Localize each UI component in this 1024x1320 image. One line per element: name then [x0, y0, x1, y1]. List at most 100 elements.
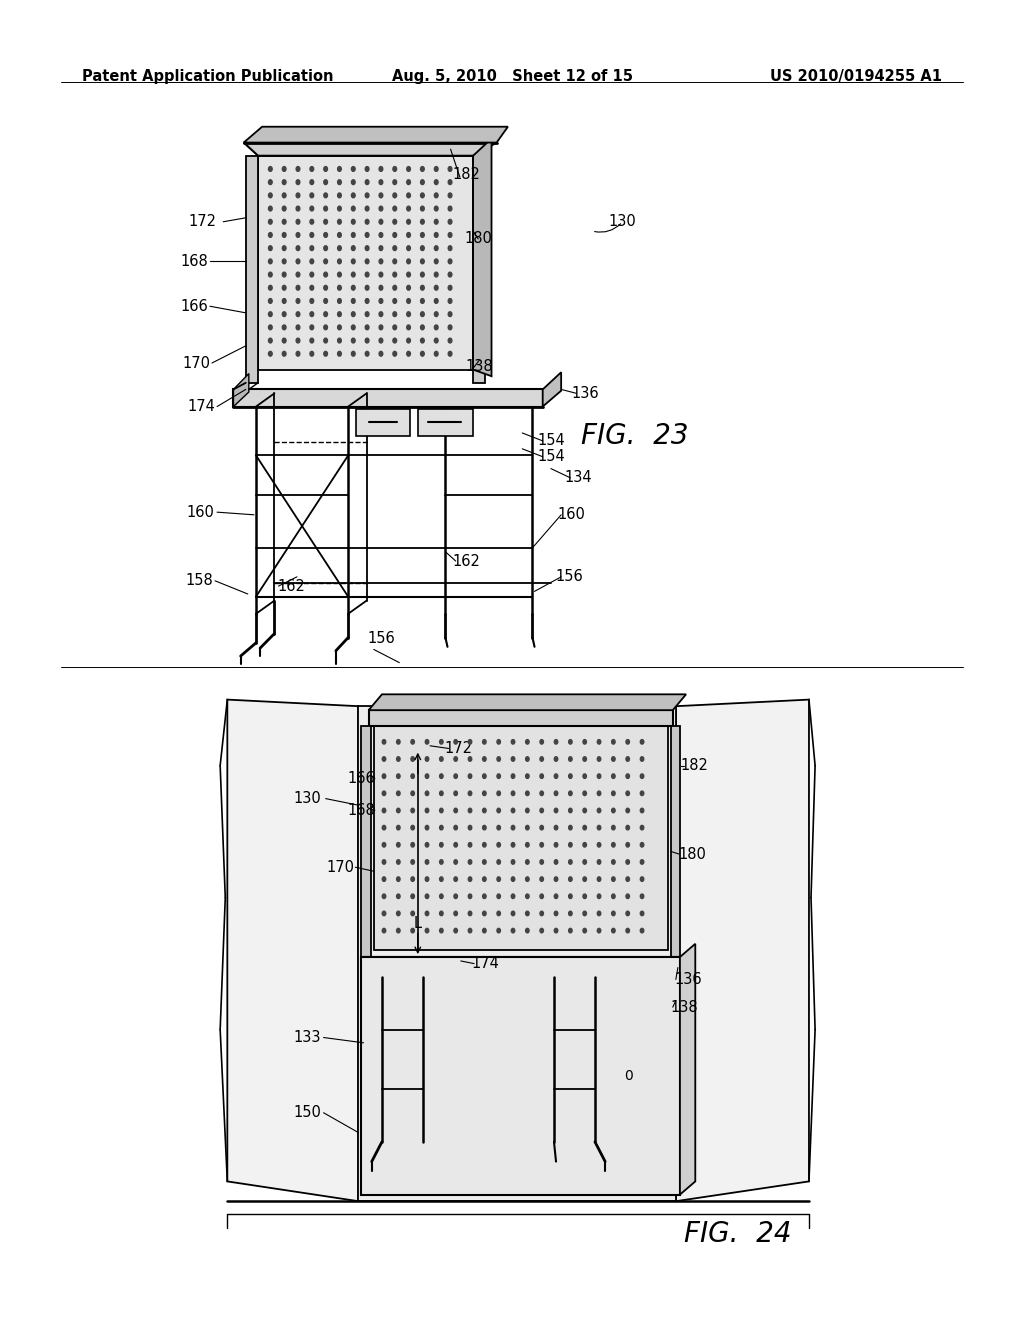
- Polygon shape: [356, 409, 410, 436]
- Polygon shape: [473, 156, 485, 383]
- Circle shape: [379, 351, 383, 356]
- Circle shape: [421, 206, 424, 211]
- Circle shape: [407, 325, 411, 330]
- Text: 160: 160: [557, 507, 586, 523]
- Circle shape: [611, 739, 615, 744]
- Circle shape: [421, 312, 424, 317]
- Circle shape: [268, 272, 272, 277]
- Circle shape: [421, 219, 424, 224]
- Circle shape: [382, 739, 386, 744]
- Circle shape: [511, 756, 515, 762]
- Circle shape: [366, 285, 369, 290]
- Circle shape: [379, 259, 383, 264]
- Circle shape: [351, 285, 355, 290]
- Circle shape: [379, 325, 383, 330]
- Circle shape: [411, 774, 415, 779]
- Circle shape: [497, 808, 501, 813]
- Circle shape: [338, 219, 341, 224]
- Text: 166: 166: [180, 298, 209, 314]
- Circle shape: [382, 859, 386, 865]
- Circle shape: [434, 246, 438, 251]
- Polygon shape: [246, 156, 258, 383]
- Circle shape: [283, 232, 286, 238]
- Polygon shape: [358, 706, 676, 1201]
- Circle shape: [511, 825, 515, 830]
- Text: 168: 168: [347, 803, 376, 818]
- Circle shape: [411, 928, 415, 933]
- Circle shape: [283, 259, 286, 264]
- Circle shape: [640, 808, 644, 813]
- Circle shape: [268, 193, 272, 198]
- Circle shape: [626, 928, 630, 933]
- Circle shape: [449, 298, 452, 304]
- Circle shape: [439, 842, 443, 847]
- Circle shape: [425, 808, 429, 813]
- Circle shape: [310, 272, 313, 277]
- Circle shape: [296, 325, 300, 330]
- Text: US 2010/0194255 A1: US 2010/0194255 A1: [770, 69, 942, 83]
- Text: 136: 136: [572, 385, 599, 401]
- Circle shape: [379, 285, 383, 290]
- Circle shape: [439, 928, 443, 933]
- Circle shape: [411, 791, 415, 796]
- Circle shape: [482, 859, 486, 865]
- Circle shape: [626, 842, 630, 847]
- Circle shape: [439, 774, 443, 779]
- Circle shape: [324, 285, 328, 290]
- Circle shape: [454, 928, 458, 933]
- Circle shape: [439, 859, 443, 865]
- Circle shape: [568, 825, 572, 830]
- Circle shape: [382, 911, 386, 916]
- Circle shape: [421, 259, 424, 264]
- Circle shape: [351, 312, 355, 317]
- Circle shape: [439, 739, 443, 744]
- Circle shape: [382, 928, 386, 933]
- Text: 172: 172: [444, 741, 473, 756]
- Circle shape: [296, 298, 300, 304]
- Circle shape: [540, 859, 544, 865]
- Circle shape: [382, 894, 386, 899]
- Circle shape: [468, 894, 472, 899]
- Circle shape: [583, 894, 587, 899]
- Circle shape: [468, 859, 472, 865]
- Circle shape: [597, 859, 601, 865]
- Circle shape: [525, 791, 529, 796]
- Circle shape: [568, 756, 572, 762]
- Circle shape: [449, 206, 452, 211]
- Circle shape: [497, 791, 501, 796]
- Circle shape: [597, 739, 601, 744]
- Circle shape: [425, 825, 429, 830]
- Circle shape: [525, 928, 529, 933]
- Circle shape: [366, 272, 369, 277]
- Circle shape: [511, 911, 515, 916]
- Circle shape: [283, 285, 286, 290]
- Circle shape: [411, 756, 415, 762]
- Circle shape: [597, 808, 601, 813]
- Circle shape: [324, 206, 328, 211]
- Circle shape: [640, 928, 644, 933]
- Circle shape: [568, 876, 572, 882]
- Circle shape: [468, 739, 472, 744]
- Circle shape: [425, 911, 429, 916]
- Polygon shape: [676, 700, 809, 1201]
- Circle shape: [393, 272, 396, 277]
- Circle shape: [568, 739, 572, 744]
- Circle shape: [411, 894, 415, 899]
- Circle shape: [379, 312, 383, 317]
- Circle shape: [366, 232, 369, 238]
- Circle shape: [626, 808, 630, 813]
- Circle shape: [497, 774, 501, 779]
- Circle shape: [283, 246, 286, 251]
- Circle shape: [393, 180, 396, 185]
- Text: 174: 174: [187, 399, 216, 414]
- Circle shape: [554, 756, 558, 762]
- Circle shape: [611, 808, 615, 813]
- Polygon shape: [473, 139, 492, 376]
- Circle shape: [497, 756, 501, 762]
- Text: 168: 168: [180, 253, 209, 269]
- Circle shape: [338, 325, 341, 330]
- Circle shape: [351, 298, 355, 304]
- Circle shape: [583, 876, 587, 882]
- Circle shape: [296, 259, 300, 264]
- Circle shape: [268, 325, 272, 330]
